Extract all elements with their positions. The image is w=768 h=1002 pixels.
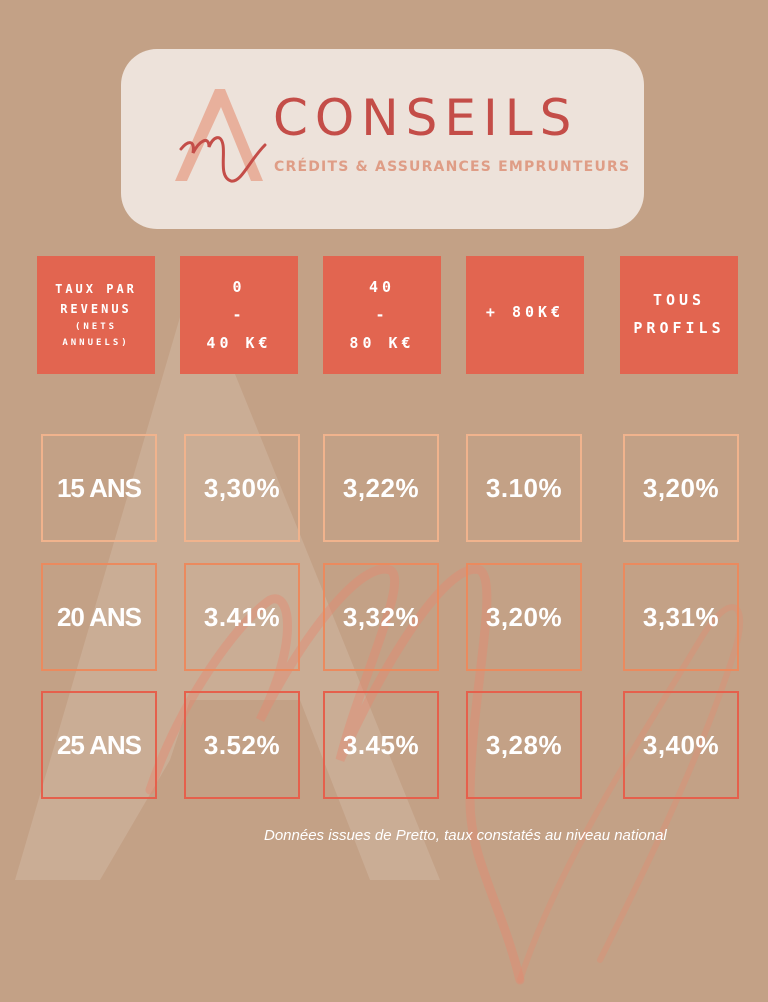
header-label-line: TOUS <box>652 291 706 309</box>
header-label-line: TAUX PAR <box>55 282 137 296</box>
rate-cell: 3.10% <box>466 434 582 542</box>
header-income-40-80k: 40 - 80 K€ <box>323 256 441 374</box>
header-income-label: TAUX PAR REVENUS (NETS ANNUELS) <box>37 256 155 374</box>
rate-cell: 3.41% <box>184 563 300 671</box>
rate-cell: 3,22% <box>323 434 439 542</box>
header-label-line: 80 K€ <box>349 334 415 352</box>
header-label-line: PROFILS <box>633 319 725 337</box>
row-label-15-ans: 15 ANS <box>41 434 157 542</box>
header-label-line: - <box>375 306 389 324</box>
header-income-80k-plus: + 80K€ <box>466 256 584 374</box>
rate-cell: 3.45% <box>323 691 439 799</box>
header-label-line: - <box>232 306 246 324</box>
header-label-line: 40 K€ <box>206 334 272 352</box>
header-label-line: ANNUELS) <box>62 338 130 348</box>
header-income-0-40k: 0 - 40 K€ <box>180 256 298 374</box>
header-label-line: (NETS <box>74 322 118 332</box>
rate-cell: 3,40% <box>623 691 739 799</box>
row-label-20-ans: 20 ANS <box>41 563 157 671</box>
am-monogram-logo-icon <box>175 89 267 183</box>
brand-subtitle: CRÉDITS & ASSURANCES EMPRUNTEURS <box>274 159 631 175</box>
rate-cell: 3.52% <box>184 691 300 799</box>
rate-cell: 3,20% <box>466 563 582 671</box>
source-footnote: Données issues de Pretto, taux constatés… <box>264 827 667 844</box>
rate-cell: 3,20% <box>623 434 739 542</box>
logo-card: CONSEILS CRÉDITS & ASSURANCES EMPRUNTEUR… <box>121 49 644 229</box>
brand-title: CONSEILS <box>273 89 579 147</box>
rate-cell: 3,31% <box>623 563 739 671</box>
header-label-line: REVENUS <box>60 302 132 316</box>
header-label-line: 40 <box>368 278 396 296</box>
rate-cell: 3,32% <box>323 563 439 671</box>
row-label-25-ans: 25 ANS <box>41 691 157 799</box>
header-label-line: + 80K€ <box>485 303 565 321</box>
rate-cell: 3,28% <box>466 691 582 799</box>
rate-cell: 3,30% <box>184 434 300 542</box>
header-all-profiles: TOUS PROFILS <box>620 256 738 374</box>
header-label-line: 0 <box>232 278 246 296</box>
